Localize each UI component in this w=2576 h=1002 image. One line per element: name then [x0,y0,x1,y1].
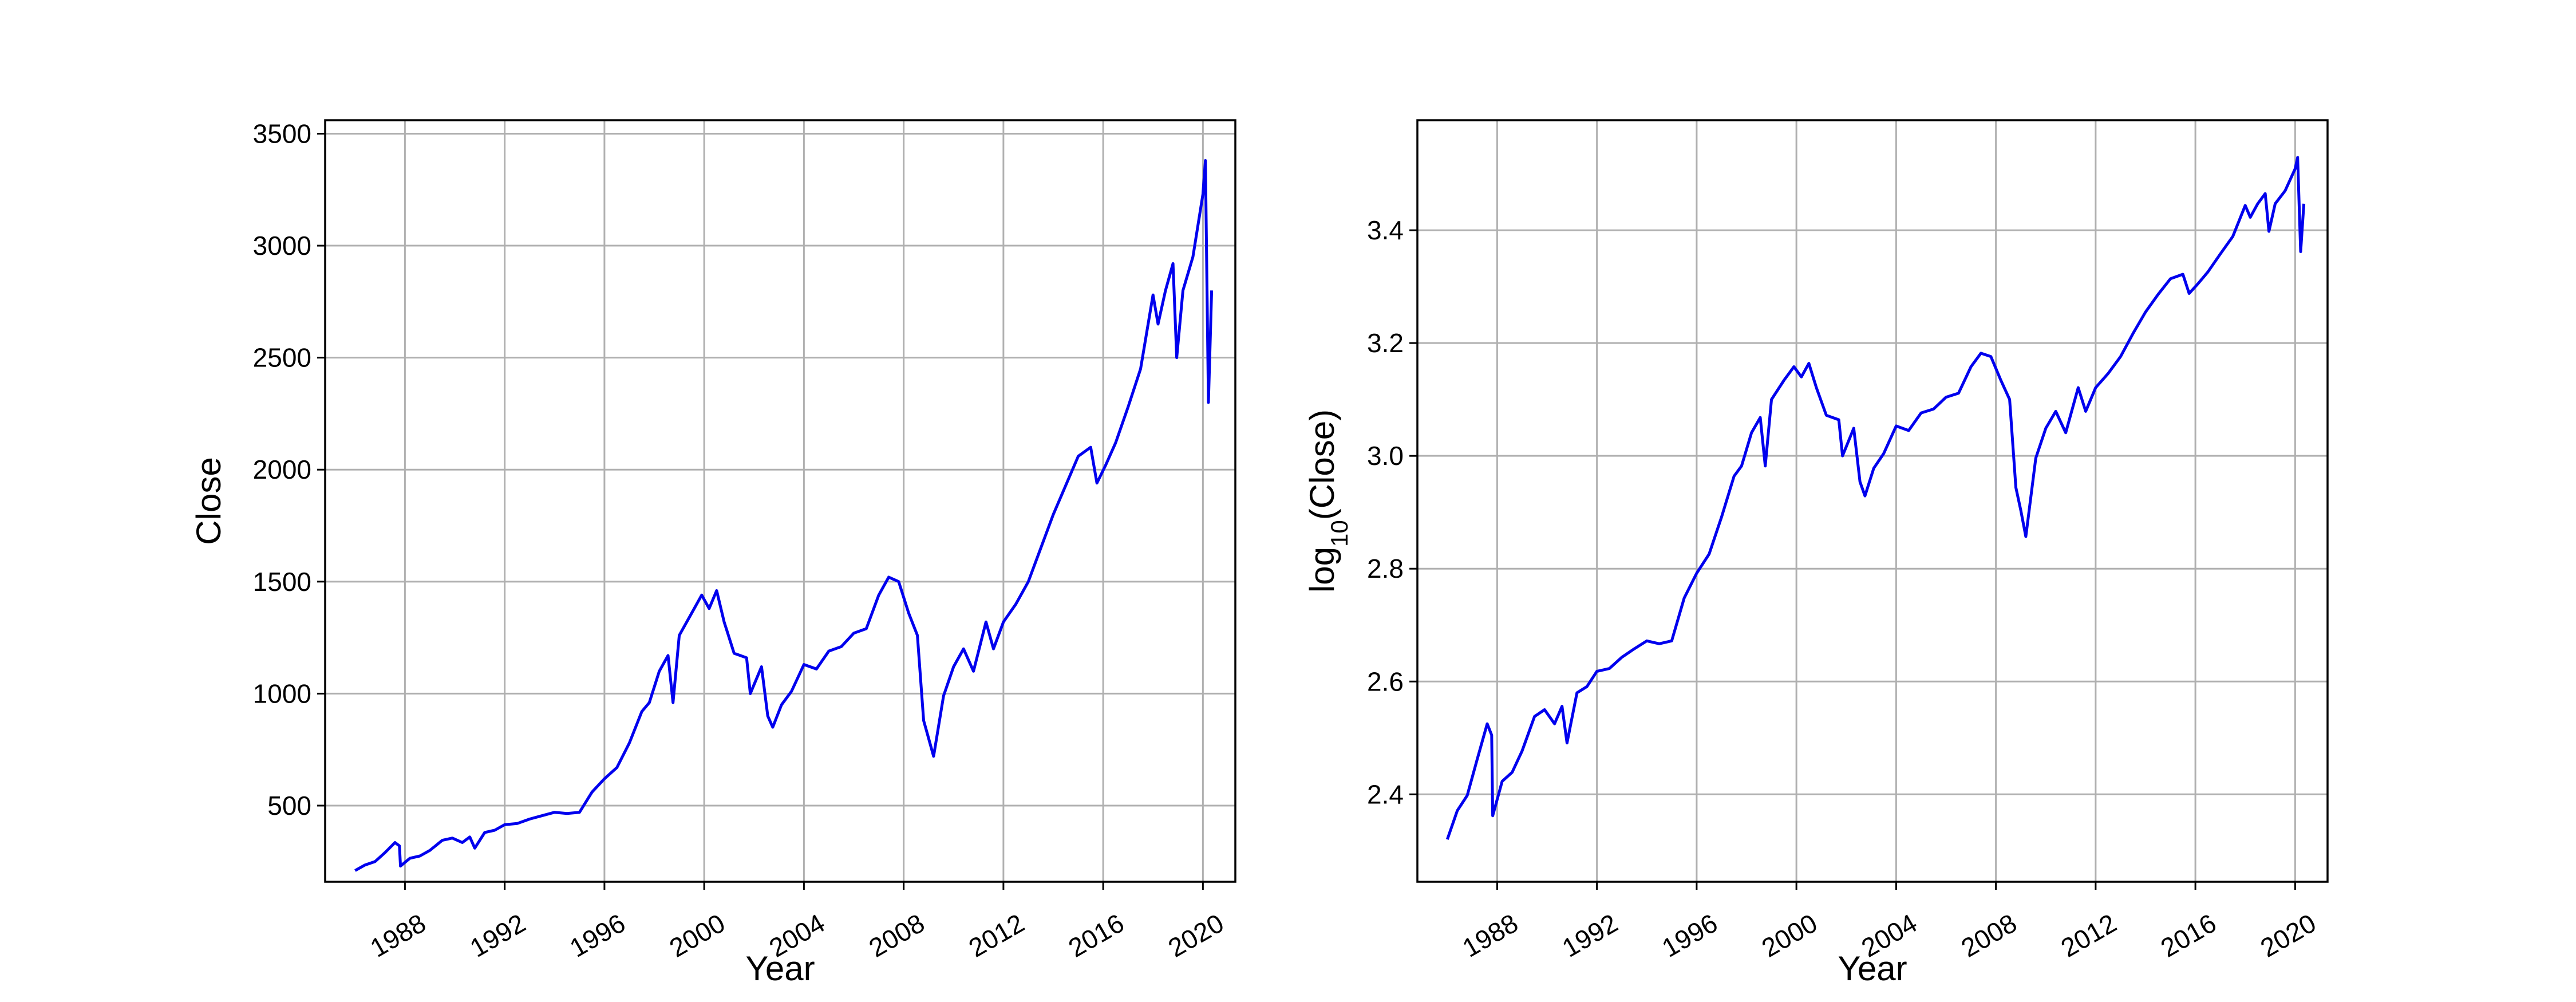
right-plot-frame [1416,119,2329,883]
left-grid [325,120,1235,882]
y-tick-label: 3.2 [1367,328,1404,358]
x-tick-label: 2020 [2255,908,2321,963]
left-y-axis-label: Close [189,457,228,545]
y-tick-label: 2500 [253,343,311,373]
x-tick-label: 2020 [1163,908,1229,963]
left-x-axis-label: Year [745,949,815,988]
left-chart-close: 1988 1992 1996 2000 2004 2008 2012 2016 20205001… [189,119,1236,988]
left-close-line [354,159,1214,872]
y-tick-label: 500 [267,791,311,820]
x-tick-label: 2008 [864,908,930,963]
y-tick-label: 2000 [253,455,311,484]
x-tick-label: 1992 [465,908,531,963]
y-tick-label: 3.4 [1367,215,1404,245]
right-log-close-line [1445,156,2306,840]
x-tick-label: 2016 [1063,908,1129,963]
y-tick-label: 3500 [253,119,311,148]
x-tick-label: 1988 [365,908,431,963]
right-y-axis-label: log10(Close) [1303,409,1353,593]
right-axis-ticks: 1988 1992 1996 2000 2004 2008 2012 2016 20202.42… [1367,215,2321,963]
x-tick-label: 1996 [1657,908,1722,963]
y-tick-label: 2.8 [1367,554,1404,583]
x-tick-label: 1996 [564,908,630,963]
x-tick-label: 2016 [2155,908,2221,963]
y-tick-label: 3000 [253,231,311,261]
right-chart-log-close: 1988 1992 1996 2000 2004 2008 2012 2016 20202.42… [1303,119,2329,988]
x-tick-label: 2008 [1956,908,2022,963]
y-tick-label: 1500 [253,567,311,597]
x-tick-label: 1988 [1457,908,1523,963]
y-tick-label: 1000 [253,678,311,708]
x-tick-label: 2000 [1757,908,1823,963]
x-tick-label: 2012 [2056,908,2121,963]
right-x-axis-label: Year [1838,949,1907,988]
x-tick-label: 2000 [665,908,730,963]
x-tick-label: 2012 [963,908,1029,963]
left-plot-frame [324,119,1236,883]
right-grid [1417,120,2328,882]
y-tick-label: 2.6 [1367,666,1404,696]
y-tick-label: 2.4 [1367,779,1404,809]
x-tick-label: 1992 [1557,908,1623,963]
y-tick-label: 3.0 [1367,441,1404,471]
